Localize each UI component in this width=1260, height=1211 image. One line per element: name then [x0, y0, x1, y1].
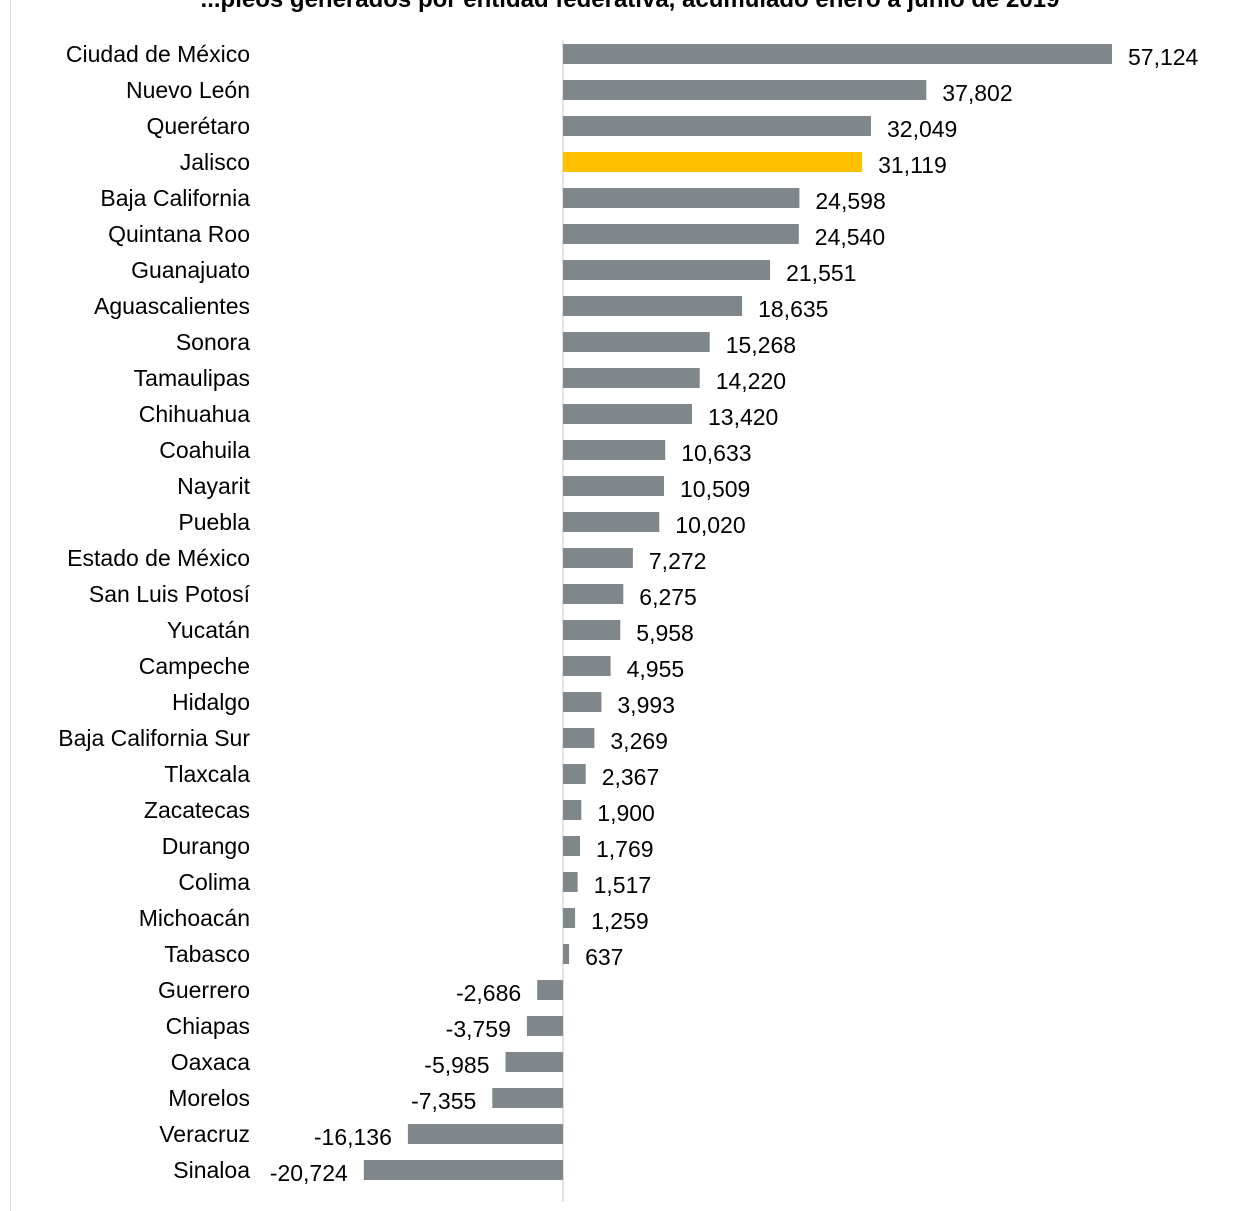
category-label-2: Querétaro: [146, 113, 250, 139]
category-label-27: Chiapas: [166, 1013, 250, 1039]
value-label-18: 3,993: [617, 692, 675, 718]
bar-21: [563, 800, 582, 820]
value-label-3: 31,119: [878, 152, 947, 178]
bar-24: [563, 908, 576, 928]
category-label-30: Veracruz: [159, 1121, 250, 1147]
value-label-16: 5,958: [636, 620, 694, 646]
bar-5: [563, 224, 799, 244]
bar-29: [492, 1088, 563, 1108]
bar-1: [563, 80, 927, 100]
category-label-8: Sonora: [176, 329, 250, 355]
bar-3: [563, 152, 863, 172]
value-label-6: 21,551: [786, 260, 856, 286]
bar-2: [563, 116, 871, 136]
category-label-21: Zacatecas: [144, 797, 250, 823]
bar-7: [563, 296, 743, 316]
bar-20: [563, 764, 586, 784]
category-label-15: San Luis Potosí: [89, 581, 251, 607]
category-label-31: Sinaloa: [173, 1157, 250, 1183]
category-label-6: Guanajuato: [131, 257, 250, 283]
value-label-19: 3,269: [610, 728, 668, 754]
category-label-20: Tlaxcala: [164, 761, 250, 787]
value-label-17: 4,955: [627, 656, 685, 682]
value-label-14: 7,272: [649, 548, 707, 574]
category-label-23: Colima: [178, 869, 250, 895]
category-label-25: Tabasco: [164, 941, 250, 967]
value-label-8: 15,268: [726, 332, 796, 358]
category-label-12: Nayarit: [177, 473, 250, 499]
value-label-23: 1,517: [594, 872, 652, 898]
bar-12: [563, 476, 664, 496]
bar-4: [563, 188, 800, 208]
chart-title: ...pleos generados por entidad federativ…: [0, 0, 1260, 14]
chart-frame: [10, 0, 1260, 1211]
category-label-14: Estado de México: [67, 545, 250, 571]
bar-16: [563, 620, 621, 640]
value-label-30: -16,136: [314, 1124, 392, 1150]
category-label-13: Puebla: [178, 509, 250, 535]
value-label-12: 10,509: [680, 476, 750, 502]
category-label-4: Baja California: [100, 185, 250, 211]
category-label-19: Baja California Sur: [58, 725, 250, 751]
value-label-10: 13,420: [708, 404, 778, 430]
bar-18: [563, 692, 602, 712]
value-label-25: 637: [585, 944, 623, 970]
value-label-26: -2,686: [456, 980, 521, 1006]
bar-0: [563, 44, 1112, 64]
bar-26: [537, 980, 563, 1000]
category-label-10: Chihuahua: [139, 401, 250, 427]
category-label-18: Hidalgo: [172, 689, 250, 715]
value-label-0: 57,124: [1128, 44, 1199, 70]
bar-11: [563, 440, 666, 460]
value-label-28: -5,985: [424, 1052, 489, 1078]
category-label-22: Durango: [162, 833, 250, 859]
value-label-31: -20,724: [270, 1160, 348, 1186]
bar-14: [563, 548, 633, 568]
category-label-9: Tamaulipas: [134, 365, 250, 391]
value-label-21: 1,900: [597, 800, 655, 826]
category-label-7: Aguascalientes: [94, 293, 250, 319]
category-label-24: Michoacán: [139, 905, 250, 931]
category-label-16: Yucatán: [167, 617, 250, 643]
bar-10: [563, 404, 692, 424]
value-label-22: 1,769: [596, 836, 654, 862]
value-label-20: 2,367: [602, 764, 660, 790]
bar-17: [563, 656, 611, 676]
category-label-0: Ciudad de México: [66, 41, 250, 67]
category-label-5: Quintana Roo: [108, 221, 250, 247]
value-label-9: 14,220: [716, 368, 786, 394]
value-label-2: 32,049: [887, 116, 957, 142]
bar-25: [563, 944, 570, 964]
category-label-17: Campeche: [139, 653, 250, 679]
category-label-3: Jalisco: [180, 149, 250, 175]
bar-31: [363, 1160, 563, 1180]
bar-6: [563, 260, 771, 280]
bar-22: [563, 836, 580, 856]
bar-28: [505, 1052, 563, 1072]
bar-23: [563, 872, 578, 892]
bar-9: [563, 368, 700, 388]
value-label-15: 6,275: [639, 584, 697, 610]
value-label-11: 10,633: [681, 440, 751, 466]
category-label-11: Coahuila: [159, 437, 250, 463]
bar-30: [407, 1124, 563, 1144]
value-label-4: 24,598: [815, 188, 885, 214]
value-label-29: -7,355: [411, 1088, 476, 1114]
bar-13: [563, 512, 660, 532]
value-label-13: 10,020: [675, 512, 745, 538]
bar-15: [563, 584, 624, 604]
value-label-27: -3,759: [446, 1016, 511, 1042]
value-label-5: 24,540: [815, 224, 885, 250]
value-label-24: 1,259: [591, 908, 649, 934]
value-label-1: 37,802: [942, 80, 1012, 106]
value-label-7: 18,635: [758, 296, 828, 322]
bar-19: [563, 728, 595, 748]
category-label-26: Guerrero: [158, 977, 250, 1003]
category-label-29: Morelos: [168, 1085, 250, 1111]
bar-27: [526, 1016, 563, 1036]
bar-8: [563, 332, 710, 352]
category-label-1: Nuevo León: [126, 77, 250, 103]
category-label-28: Oaxaca: [171, 1049, 250, 1075]
